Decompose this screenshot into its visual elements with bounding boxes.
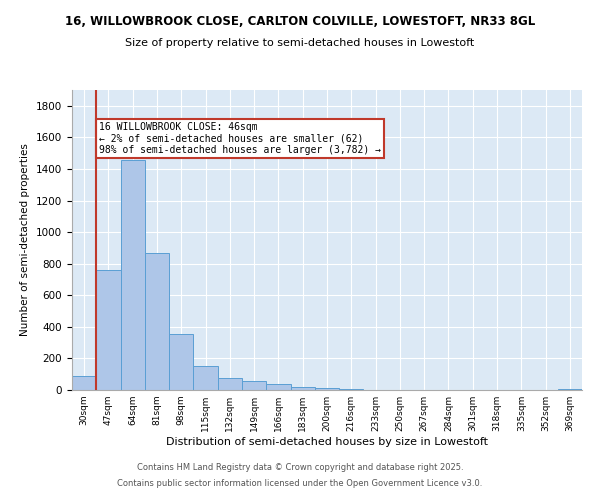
Bar xyxy=(145,254,169,390)
Bar xyxy=(169,334,193,390)
Text: Contains HM Land Registry data © Crown copyright and database right 2025.: Contains HM Land Registry data © Crown c… xyxy=(137,464,463,472)
Text: Size of property relative to semi-detached houses in Lowestoft: Size of property relative to semi-detach… xyxy=(125,38,475,48)
Bar xyxy=(242,382,266,390)
Bar xyxy=(96,270,121,390)
Bar xyxy=(558,389,582,390)
Y-axis label: Number of semi-detached properties: Number of semi-detached properties xyxy=(20,144,31,336)
Text: 16 WILLOWBROOK CLOSE: 46sqm
← 2% of semi-detached houses are smaller (62)
98% of: 16 WILLOWBROOK CLOSE: 46sqm ← 2% of semi… xyxy=(99,122,381,155)
Bar xyxy=(72,376,96,390)
Bar xyxy=(266,384,290,390)
Bar xyxy=(339,389,364,390)
Bar xyxy=(290,387,315,390)
Bar xyxy=(218,378,242,390)
X-axis label: Distribution of semi-detached houses by size in Lowestoft: Distribution of semi-detached houses by … xyxy=(166,437,488,447)
Bar xyxy=(315,388,339,390)
Bar xyxy=(193,366,218,390)
Bar xyxy=(121,160,145,390)
Text: 16, WILLOWBROOK CLOSE, CARLTON COLVILLE, LOWESTOFT, NR33 8GL: 16, WILLOWBROOK CLOSE, CARLTON COLVILLE,… xyxy=(65,15,535,28)
Text: Contains public sector information licensed under the Open Government Licence v3: Contains public sector information licen… xyxy=(118,478,482,488)
